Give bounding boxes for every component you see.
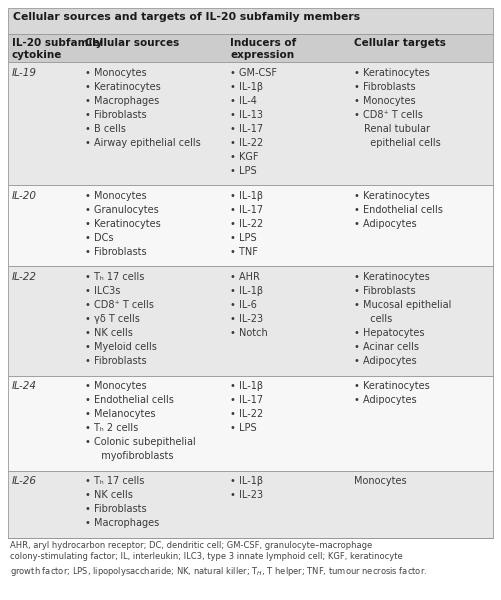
Text: • AHR: • AHR <box>230 272 260 282</box>
Text: • Adipocytes: • Adipocytes <box>354 219 417 229</box>
Text: • IL-22: • IL-22 <box>230 137 264 148</box>
Text: • IL-23: • IL-23 <box>230 314 264 324</box>
Text: • B cells: • B cells <box>85 124 126 134</box>
Text: Monocytes: Monocytes <box>354 476 407 487</box>
Text: • Notch: • Notch <box>230 328 268 338</box>
Text: • Macrophages: • Macrophages <box>85 518 159 529</box>
Text: • Granulocytes: • Granulocytes <box>85 205 158 215</box>
Text: • IL-13: • IL-13 <box>230 110 263 119</box>
Text: • GM-CSF: • GM-CSF <box>230 68 277 77</box>
Text: Renal tubular: Renal tubular <box>364 124 430 134</box>
Text: • Macrophages: • Macrophages <box>85 95 159 106</box>
Bar <box>8 266 493 376</box>
Text: • Monocytes: • Monocytes <box>85 381 146 391</box>
Text: • LPS: • LPS <box>230 166 257 176</box>
Text: • LPS: • LPS <box>230 233 257 243</box>
Text: • CD8⁺ T cells: • CD8⁺ T cells <box>85 300 154 310</box>
Text: • TNF: • TNF <box>230 247 258 257</box>
Text: • Keratinocytes: • Keratinocytes <box>354 381 430 391</box>
Text: • Tₕ 17 cells: • Tₕ 17 cells <box>85 272 144 282</box>
Text: • Keratinocytes: • Keratinocytes <box>354 191 430 201</box>
Text: • IL-23: • IL-23 <box>230 490 264 500</box>
Text: IL-19: IL-19 <box>12 68 37 77</box>
Text: • Adipocytes: • Adipocytes <box>354 395 417 405</box>
Text: • Fibroblasts: • Fibroblasts <box>354 286 416 296</box>
Text: IL-20 subfamily
cytokine: IL-20 subfamily cytokine <box>12 38 103 59</box>
Text: • Tₕ 17 cells: • Tₕ 17 cells <box>85 476 144 487</box>
Text: • Airway epithelial cells: • Airway epithelial cells <box>85 137 200 148</box>
Text: • IL-1β: • IL-1β <box>230 476 264 487</box>
Text: • IL-22: • IL-22 <box>230 409 264 419</box>
Text: epithelial cells: epithelial cells <box>364 137 441 148</box>
Text: • Myeloid cells: • Myeloid cells <box>85 342 157 352</box>
Text: • Fibroblasts: • Fibroblasts <box>85 110 146 119</box>
Text: • NK cells: • NK cells <box>85 328 133 338</box>
Text: IL-24: IL-24 <box>12 381 37 391</box>
Text: • IL-1β: • IL-1β <box>230 82 264 92</box>
Bar <box>8 8 493 34</box>
Text: Cellular targets: Cellular targets <box>354 38 446 48</box>
Text: • Keratinocytes: • Keratinocytes <box>85 219 160 229</box>
Text: • Colonic subepithelial: • Colonic subepithelial <box>85 437 195 447</box>
Text: IL-20: IL-20 <box>12 191 37 201</box>
Text: • Fibroblasts: • Fibroblasts <box>85 505 146 514</box>
Text: • Adipocytes: • Adipocytes <box>354 356 417 366</box>
Text: IL-26: IL-26 <box>12 476 37 487</box>
Text: • Mucosal epithelial: • Mucosal epithelial <box>354 300 451 310</box>
Text: • IL-17: • IL-17 <box>230 395 264 405</box>
Text: • IL-1β: • IL-1β <box>230 286 264 296</box>
Text: • γδ T cells: • γδ T cells <box>85 314 140 324</box>
Text: • Monocytes: • Monocytes <box>85 191 146 201</box>
Text: Cellular sources and targets of IL-20 subfamily members: Cellular sources and targets of IL-20 su… <box>13 12 360 22</box>
Text: Inducers of
expression: Inducers of expression <box>230 38 297 59</box>
Text: • LPS: • LPS <box>230 423 257 433</box>
Text: IL-22: IL-22 <box>12 272 37 282</box>
Text: • ILC3s: • ILC3s <box>85 286 120 296</box>
Bar <box>8 376 493 471</box>
Text: • Keratinocytes: • Keratinocytes <box>354 68 430 77</box>
Text: • Endothelial cells: • Endothelial cells <box>85 395 174 405</box>
Bar <box>8 62 493 185</box>
Text: • IL-6: • IL-6 <box>230 300 257 310</box>
Text: • IL-1β: • IL-1β <box>230 191 264 201</box>
Text: • Monocytes: • Monocytes <box>85 68 146 77</box>
Text: Cellular sources: Cellular sources <box>85 38 179 48</box>
Text: cells: cells <box>364 314 392 324</box>
Bar <box>8 185 493 266</box>
Text: • Fibroblasts: • Fibroblasts <box>85 356 146 366</box>
Text: • DCs: • DCs <box>85 233 113 243</box>
Text: • Acinar cells: • Acinar cells <box>354 342 419 352</box>
Text: • Monocytes: • Monocytes <box>354 95 416 106</box>
Text: • Tₕ 2 cells: • Tₕ 2 cells <box>85 423 138 433</box>
Text: • Keratinocytes: • Keratinocytes <box>354 272 430 282</box>
Text: AHR, aryl hydrocarbon receptor; DC, dendritic cell; GM-CSF, granulocyte–macropha: AHR, aryl hydrocarbon receptor; DC, dend… <box>10 541 427 578</box>
Text: • Melanocytes: • Melanocytes <box>85 409 155 419</box>
Text: • Keratinocytes: • Keratinocytes <box>85 82 160 92</box>
Text: • IL-1β: • IL-1β <box>230 381 264 391</box>
Text: • KGF: • KGF <box>230 152 259 161</box>
Bar <box>8 34 493 62</box>
Text: • Fibroblasts: • Fibroblasts <box>85 247 146 257</box>
Text: • NK cells: • NK cells <box>85 490 133 500</box>
Text: • Endothelial cells: • Endothelial cells <box>354 205 443 215</box>
Text: • Hepatocytes: • Hepatocytes <box>354 328 425 338</box>
Text: myofibroblasts: myofibroblasts <box>95 451 173 461</box>
Text: • IL-17: • IL-17 <box>230 205 264 215</box>
Text: • IL-4: • IL-4 <box>230 95 257 106</box>
Text: • IL-17: • IL-17 <box>230 124 264 134</box>
Bar <box>8 471 493 538</box>
Text: • CD8⁺ T cells: • CD8⁺ T cells <box>354 110 423 119</box>
Text: • IL-22: • IL-22 <box>230 219 264 229</box>
Text: • Fibroblasts: • Fibroblasts <box>354 82 416 92</box>
